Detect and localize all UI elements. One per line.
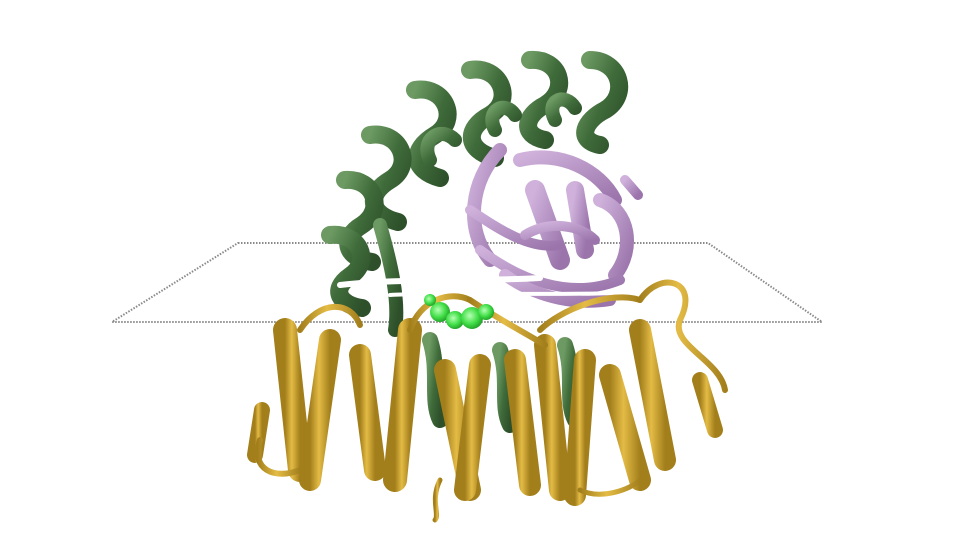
purple-domain (465, 143, 643, 308)
interface-highlights (337, 275, 647, 297)
ligand-cluster (424, 294, 494, 329)
gold-transmembrane-domain (247, 279, 728, 523)
